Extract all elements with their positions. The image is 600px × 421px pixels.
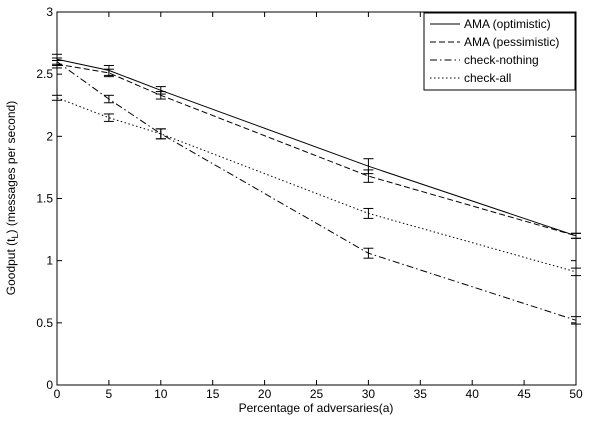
legend-label: AMA (pessimistic): [464, 35, 559, 49]
series-line: [56, 97, 577, 273]
y-tick-label: 0: [46, 378, 53, 392]
y-tick-label: 0.5: [36, 316, 53, 330]
y-tick-label: 1: [46, 254, 53, 268]
error-bar: [571, 232, 581, 239]
error-bar: [52, 94, 62, 101]
error-bar: [363, 169, 374, 183]
x-tick-label: 15: [206, 387, 220, 401]
y-axis-label: Goodput (tL) (messages per second): [4, 101, 20, 295]
x-tick-label: 45: [517, 387, 531, 401]
x-tick-label: 25: [310, 387, 324, 401]
error-bar: [155, 128, 166, 140]
error-bar: [363, 207, 374, 219]
legend-box: [423, 12, 576, 91]
error-bar: [363, 247, 374, 259]
series-layer: [52, 53, 581, 325]
legend-label: check-all: [464, 71, 511, 85]
x-tick-label: 0: [54, 387, 61, 401]
legend: AMA (optimistic) AMA (pessimistic) check-n…: [423, 12, 576, 91]
axes: 0 5 10 15 20 25 30 35 40 45 50 0 0.5 1 1.5 2 2.5 3: [36, 5, 583, 401]
x-tick-label: 10: [154, 387, 168, 401]
error-bar: [571, 316, 581, 325]
x-tick-label: 50: [569, 387, 583, 401]
x-tick-label: 5: [106, 387, 113, 401]
x-axis-label: Percentage of adversaries(a): [239, 401, 394, 415]
x-tick-label: 35: [414, 387, 428, 401]
x-tick-label: 40: [466, 387, 480, 401]
y-tick-label: 2.5: [36, 67, 53, 81]
legend-label: check-nothing: [464, 53, 539, 67]
error-bar: [571, 267, 581, 277]
error-bar: [52, 57, 62, 66]
y-tick-label: 1.5: [36, 192, 53, 206]
x-tick-label: 30: [362, 387, 376, 401]
error-bar: [103, 113, 114, 122]
error-bar: [103, 94, 114, 104]
y-tick-label: 3: [46, 5, 53, 19]
error-bar: [155, 91, 166, 100]
series-check-all: [52, 94, 581, 277]
error-bar: [103, 68, 114, 78]
series-ama-pessimistic: [52, 59, 581, 239]
x-tick-label: 20: [258, 387, 272, 401]
y-tick-label: 2: [46, 129, 53, 143]
legend-label: AMA (optimistic): [464, 17, 551, 31]
